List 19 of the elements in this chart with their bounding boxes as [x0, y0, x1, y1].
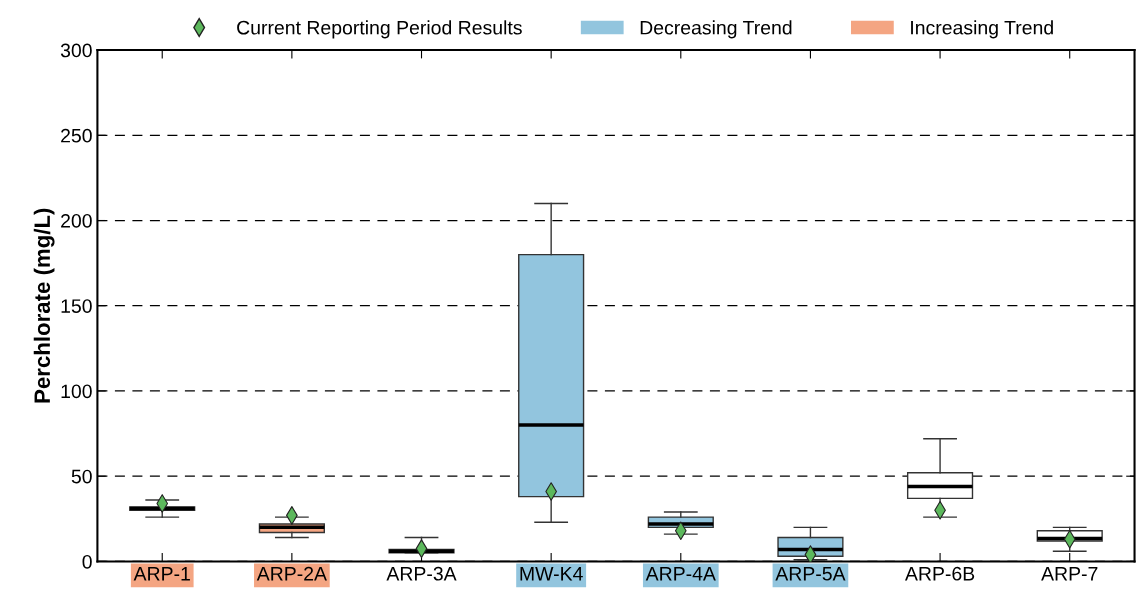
x-tick-label: ARP-4A: [645, 567, 716, 581]
y-tick-label: 0: [82, 554, 92, 569]
y-tick-label: 100: [61, 384, 92, 399]
y-tick-label: 300: [60, 43, 92, 58]
x-tick-label: ARP-1: [133, 567, 190, 581]
legend-label: Increasing Trend: [911, 20, 1053, 39]
x-tick-label: ARP-2A: [256, 566, 327, 581]
x-tick-label: ARP-7: [1041, 567, 1098, 581]
y-tick-label: 250: [61, 128, 92, 143]
x-tick-label: ARP-5A: [775, 567, 846, 581]
y-tick-label: 150: [61, 299, 92, 313]
x-tick-label: ARP-6B: [905, 566, 975, 581]
y-tick-label: 200: [61, 213, 92, 228]
y-tick-label: 50: [71, 469, 92, 484]
x-tick-label: ARP-3A: [386, 566, 457, 581]
legend-label: Decreasing Trend: [640, 20, 792, 39]
x-tick-label: MW-K4: [520, 567, 583, 581]
y-axis-title: Perchlorate (mg/L): [33, 208, 55, 403]
legend-label: Current Reporting Period Results: [237, 20, 522, 39]
